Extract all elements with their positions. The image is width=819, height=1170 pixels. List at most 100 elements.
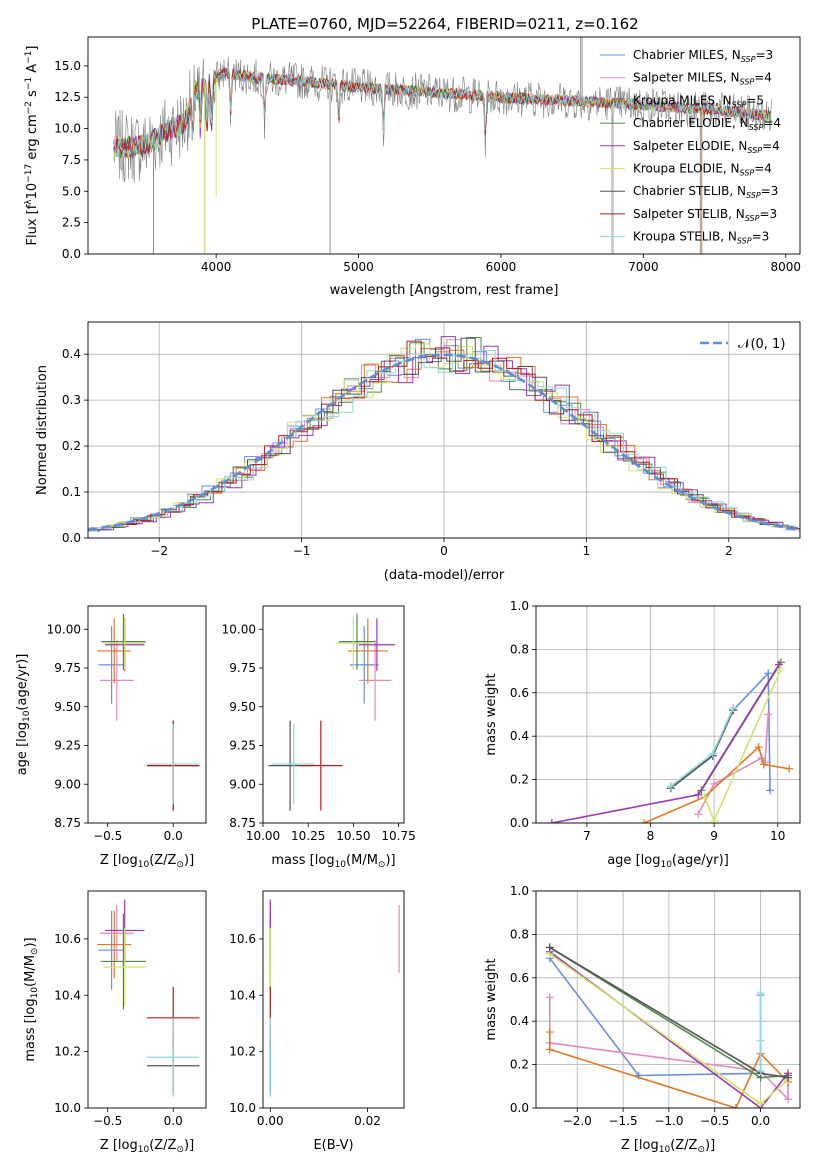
x-axis-label: Z [log10(Z/Z⊙)] [100,853,194,870]
x-tick-label: −0.5 [700,1114,729,1128]
y-axis-label: Flux [fλ10−17 erg cm−2 s−1 A−1] [24,46,40,246]
label-part: mass [log [23,998,38,1061]
y-tick-label: 0.0 [510,816,529,830]
legend-sub: SSP [732,100,747,109]
label-part: ⊙ [176,1145,184,1155]
y-tick-label: 0.8 [510,927,529,941]
legend-sub: SSP [749,123,764,132]
observed-spectrum [113,56,772,183]
y-tick-label: 10.0 [229,1101,256,1115]
y-tick-label: 15.0 [54,59,81,73]
weight-line [670,707,734,787]
weight-line [643,745,790,823]
legend-sub: SSP [737,237,752,246]
y-tick-label: 7.5 [62,153,81,167]
x-tick-label: 2 [725,544,733,558]
x-axis-label: Z [log10(Z/Z⊙)] [100,1138,194,1155]
label-part: age [log [15,722,30,775]
label-part: )] [705,1138,715,1153]
y-tick-label: 9.00 [54,777,81,791]
axes-frame [262,605,405,824]
y-tick-label: 9.75 [54,661,81,675]
x-tick-label: 8 [647,829,655,843]
label-part: λ [24,199,34,205]
y-tick-label: 10.2 [229,1045,256,1059]
y-tick-label: 9.25 [229,739,256,753]
y-tick-label: 8.75 [54,816,81,830]
y-axis-label: Normed distribution [35,365,50,495]
y-axis-label: mass weight [484,958,499,1040]
label-part: 10 [659,1145,671,1155]
y-tick-label: 0.2 [510,773,529,787]
spectrum-axes: 4000 5000 6000 7000 8000 0.0 2.5 5.0 7.5 10.0 12.5… [54,59,801,274]
y-tick-label: 0.0 [510,1101,529,1115]
x-tick-label: 0.02 [354,1114,381,1128]
spectrum-lines [113,37,772,254]
y-tick-label: 0.0 [62,247,81,261]
y-tick-label: 0.4 [510,729,529,743]
legend-label: Chabrier STELIB, NSSP=3 [633,184,778,200]
legend-sub: SSP [740,169,755,178]
legend-label: Salpeter ELODIE, NSSP=4 [633,139,780,155]
y-tick-label: 9.75 [229,661,256,675]
y-tick-label: 9.00 [229,777,256,791]
mass-vs-Z-axes: −0.5 0.0 10.0 10.2 10.4 10.6 [54,932,182,1128]
label-part: (Z/Z [149,1138,176,1153]
x-tick-label: 0 [440,544,448,558]
label-part: ⊙ [697,1145,705,1155]
legend-sub: SSP [745,214,760,223]
label-part: 10 [660,860,672,870]
y-tick-label: 10.0 [54,122,81,136]
x-axis-label: (data-model)/error [384,568,505,583]
legend-nssp: =3 [755,48,773,62]
legend-nssp: =4 [762,139,780,153]
mass-weight-vs-Z-axes: −2.0 −1.5 −1.0 −0.5 0.0 0.0 0.2 0.4 0.6 0.8 1.0 [510,884,800,1128]
y-axis-label: mass [log10(M/M⊙)] [23,937,40,1061]
legend-nssp: =5 [746,93,764,107]
age-vs-Z-points [97,613,200,811]
x-tick-label: 0.0 [164,1114,183,1128]
y-tick-label: 10.2 [54,1045,81,1059]
histogram-series [88,340,800,531]
label-part: 10 [30,987,40,999]
age-vs-mass-axes: 10.00 10.25 10.50 10.75 8.75 9.00 9.25 9.50 9.75… [222,622,416,843]
y-tick-label: 0.1 [62,485,81,499]
label-part: A [25,64,40,77]
legend-label: Kroupa MILES, NSSP=5 [633,93,764,109]
mass-vs-ebv-points [269,899,400,1097]
label-part: ⊙ [176,860,184,870]
legend: Chabrier MILES, NSSP=3 Salpeter MILES, NS… [600,48,781,246]
y-tick-label: 9.25 [54,739,81,753]
label-part: ⊙ [30,948,40,956]
legend-label: 𝒩(0, 1) [738,337,785,352]
histograms [88,336,800,532]
x-tick-label: 8000 [770,260,801,274]
y-tick-label: 0.3 [62,393,81,407]
x-axis-label: E(B-V) [313,1138,353,1153]
x-tick-label: −1.5 [609,1114,638,1128]
y-tick-label: 5.0 [62,184,81,198]
y-tick-label: 0.2 [62,439,81,453]
label-part: ] [25,46,40,51]
legend-nssp: =3 [759,207,777,221]
label-part: (M/M [346,853,378,868]
y-tick-label: 10.0 [54,1101,81,1115]
y-tick-label: 10.6 [54,932,81,946]
legend-nssp: =4 [763,116,781,130]
y-tick-label: 0.8 [510,642,529,656]
x-tick-label: 7000 [628,260,659,274]
weight-line [551,664,780,823]
label-part: s [25,90,40,101]
x-tick-label: 9 [710,829,718,843]
x-tick-label: 10.25 [291,829,325,843]
y-tick-label: 12.5 [54,90,81,104]
legend-sub: SSP [741,55,756,64]
weight-line [548,1032,789,1108]
x-tick-label: −0.5 [93,1114,122,1128]
legend-nssp: =3 [761,184,779,198]
x-tick-label: −2.0 [563,1114,592,1128]
x-tick-label: 10.50 [336,829,370,843]
residuals-axes: −2 −1 0 1 2 0.0 0.1 0.2 0.3 0.4 [62,322,800,558]
y-tick-label: 10.4 [54,988,81,1002]
